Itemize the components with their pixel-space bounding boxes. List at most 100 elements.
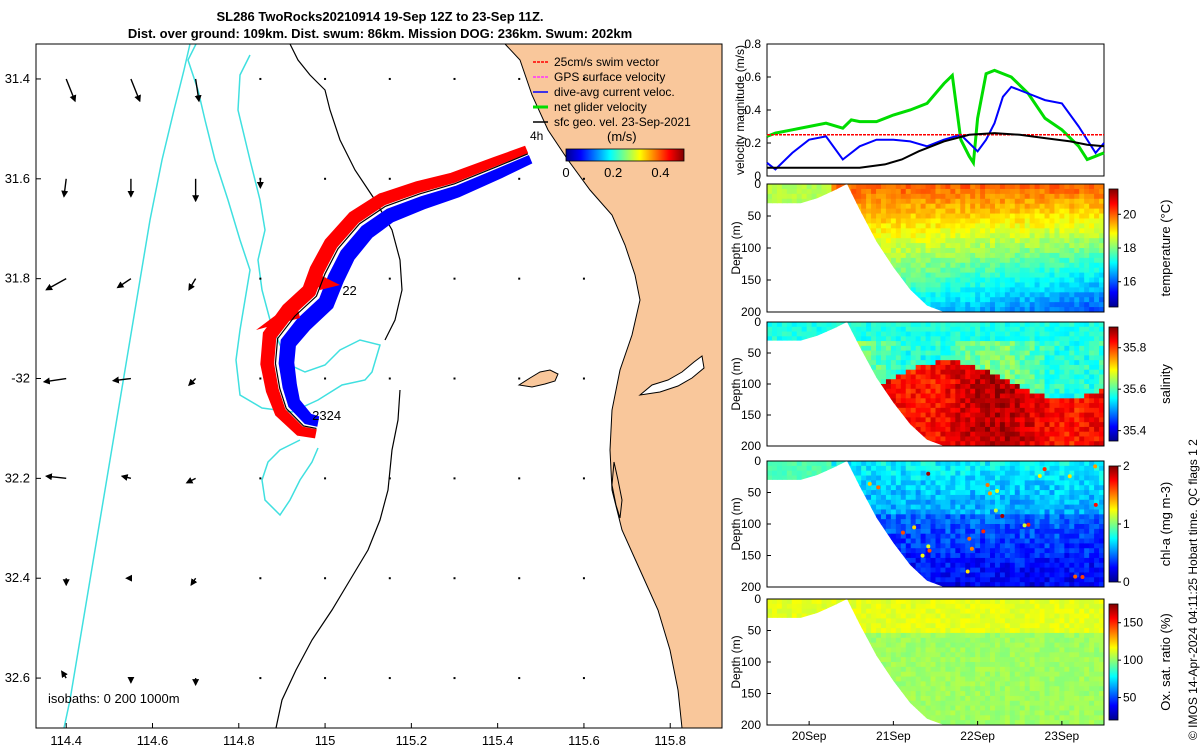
section-cell <box>1009 407 1016 414</box>
section-cell <box>1049 282 1056 288</box>
section-cell <box>1074 297 1080 303</box>
section-cell <box>1059 374 1065 380</box>
section-cell <box>1074 341 1080 347</box>
section-cell <box>1049 322 1056 328</box>
section-cell <box>895 379 902 385</box>
section-cell <box>1019 384 1026 390</box>
section-cell <box>1029 302 1036 308</box>
section-cell <box>965 398 971 404</box>
section-cell <box>930 233 937 239</box>
section-cell <box>960 297 966 303</box>
section-cell <box>1059 243 1065 249</box>
section-cell <box>900 553 907 559</box>
section-cell <box>1074 267 1080 274</box>
section-cell <box>975 499 981 506</box>
section-cell <box>1084 436 1090 442</box>
section-cell <box>1084 398 1090 404</box>
section-cell <box>1084 393 1090 399</box>
section-cell <box>1034 412 1041 418</box>
section-cell <box>1014 326 1021 333</box>
section-cell <box>801 322 808 328</box>
section-cell <box>994 528 1001 535</box>
section-cell <box>985 499 991 506</box>
section-cell <box>876 188 882 195</box>
section-cell <box>980 213 986 220</box>
section-cell <box>985 519 991 525</box>
section-cell <box>1074 331 1080 337</box>
section-cell <box>1099 282 1104 288</box>
section-cell <box>950 403 956 409</box>
section-cell <box>930 257 937 264</box>
section-cell <box>1089 252 1095 259</box>
section-cell <box>866 345 872 352</box>
section-cell <box>999 223 1006 229</box>
section-cell <box>861 326 867 333</box>
section-cell <box>960 369 966 376</box>
section-cell <box>796 322 803 328</box>
section-cell <box>925 228 932 234</box>
section-cell <box>930 252 937 259</box>
section-cell <box>950 388 956 395</box>
section-cell <box>915 490 922 496</box>
section-cell <box>925 272 932 279</box>
section-cell <box>935 548 942 554</box>
section-cell <box>1029 393 1036 399</box>
section-cell <box>920 213 927 220</box>
section-cell <box>1049 393 1056 399</box>
section-cell <box>895 393 902 399</box>
section-cell <box>796 461 803 467</box>
section-cell <box>1004 582 1011 587</box>
section-cell <box>1054 407 1060 414</box>
section-cell <box>965 374 971 380</box>
section-cell <box>1004 228 1011 234</box>
section-cell <box>999 470 1006 477</box>
section-cell <box>1059 345 1065 352</box>
section-cell <box>999 562 1006 569</box>
section-cell <box>1094 233 1100 239</box>
section-cell <box>955 297 961 303</box>
section-cell <box>1024 374 1031 380</box>
section-cell <box>955 524 961 530</box>
section-cell <box>1074 379 1080 385</box>
section-cell <box>930 388 937 395</box>
section-cell <box>999 379 1006 385</box>
section-cell <box>960 360 966 366</box>
sfc-geo-dot <box>582 577 585 580</box>
section-cell <box>905 499 912 506</box>
section-cell <box>1014 272 1021 279</box>
section-cell <box>955 213 961 220</box>
section-cell <box>1054 374 1060 380</box>
section-cell <box>965 533 971 540</box>
section-cell <box>960 233 966 239</box>
section-cell <box>990 403 996 409</box>
section-cell <box>786 475 793 481</box>
section-cell <box>985 422 991 428</box>
section-cell <box>1034 223 1041 229</box>
section-cell <box>871 233 877 239</box>
section-cell <box>1064 422 1070 428</box>
section-cell <box>786 461 793 467</box>
section-cell <box>999 465 1006 472</box>
section-cell <box>1089 412 1095 418</box>
section-cell <box>990 193 996 200</box>
section-cell <box>890 470 897 477</box>
section-cell <box>985 267 991 274</box>
section-cell <box>1084 388 1090 395</box>
section-cell <box>980 267 986 274</box>
section-cell <box>985 297 991 303</box>
section-cell <box>970 398 976 404</box>
section-cell <box>885 494 892 501</box>
section-cell <box>1094 218 1100 224</box>
section-cell <box>990 360 996 366</box>
section-cell <box>1089 193 1095 200</box>
section-cell <box>975 262 981 269</box>
section-cell <box>1099 233 1104 239</box>
section-cell <box>1049 213 1056 220</box>
depth-colorbar <box>1108 326 1119 442</box>
section-cell <box>1009 218 1016 224</box>
section-cell <box>1059 417 1065 423</box>
section-cell <box>1054 412 1060 418</box>
section-cell <box>910 538 917 544</box>
section-cell <box>1014 336 1021 342</box>
section-cell <box>880 223 887 229</box>
